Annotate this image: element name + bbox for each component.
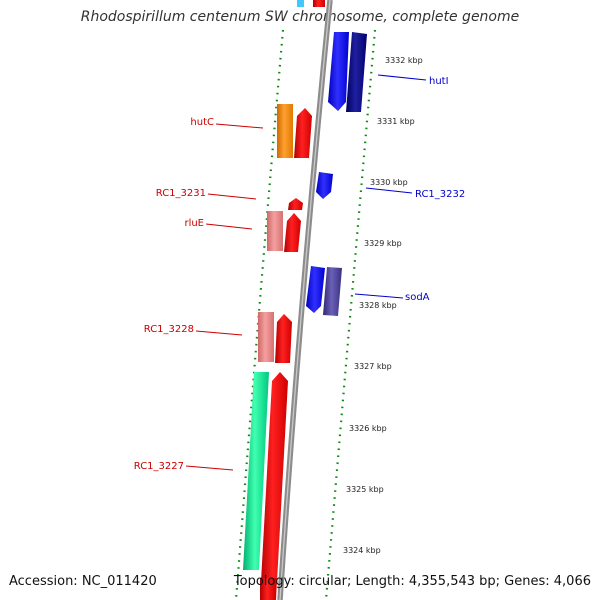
tick-label: 3326 kbp [349,424,387,433]
tick-label: 3328 kbp [359,301,397,310]
gene-top-red [313,0,325,7]
gene-label-hutC: hutC [190,117,214,128]
gene-top-cyan [297,0,304,7]
gene-arrow-rluE [284,213,301,252]
gene-arrow-RC1_3231 [288,198,303,210]
connector-rluE [205,223,253,230]
gene-arrow-blue-1 [328,32,349,111]
gene-label-RC1_3232: RC1_3232 [415,189,465,200]
map-title: Rhodospirillum centenum SW chromosome, c… [80,9,520,25]
tick-label: 3329 kbp [364,239,402,248]
topology-text: Topology: circular; Length: 4,355,543 bp… [233,574,591,589]
backbone-highlight [279,0,331,600]
connector-RC1_3232 [365,187,413,194]
connector-RC1_3231 [207,193,257,200]
connector-hutC [215,123,264,129]
backbone-line [277,0,333,600]
connector-RC1_3228 [195,330,243,336]
gene-block-rluE [267,211,283,251]
gene-arrow-red-hutC [294,108,312,158]
connector-sodA [354,293,404,299]
tick-label: 3327 kbp [354,362,392,371]
gene-arrow-blue-sodA [306,266,325,313]
gene-block-RC1_3228 [258,312,274,362]
gene-block-sodA [323,267,342,316]
gene-block-RC1_3227 [243,372,269,570]
gene-arrow-red-long [260,372,288,600]
gene-label-RC1_3228: RC1_3228 [144,324,194,335]
tick-label: 3330 kbp [370,178,408,187]
gene-arrow-RC1_3228 [275,314,292,363]
gene-block-navy [346,32,367,112]
connector-hutI [377,74,427,81]
connector-RC1_3227 [185,465,234,471]
gene-label-sodA: sodA [405,292,430,303]
tick-label: 3331 kbp [377,117,415,126]
gene-label-RC1_3227: RC1_3227 [134,461,184,472]
gene-label-rluE: rluE [184,218,204,229]
gene-block-hutC [277,104,293,158]
gene-bottom-red-strip [260,578,276,600]
tick-label: 3332 kbp [385,56,423,65]
tick-label: 3325 kbp [346,485,384,494]
gene-arrow-RC1_3232 [316,172,333,199]
tick-label: 3324 kbp [343,546,381,555]
gene-label-RC1_3231: RC1_3231 [156,188,206,199]
accession-text: Accession: NC_011420 [9,574,157,589]
gene-label-hutI: hutI [429,76,449,87]
